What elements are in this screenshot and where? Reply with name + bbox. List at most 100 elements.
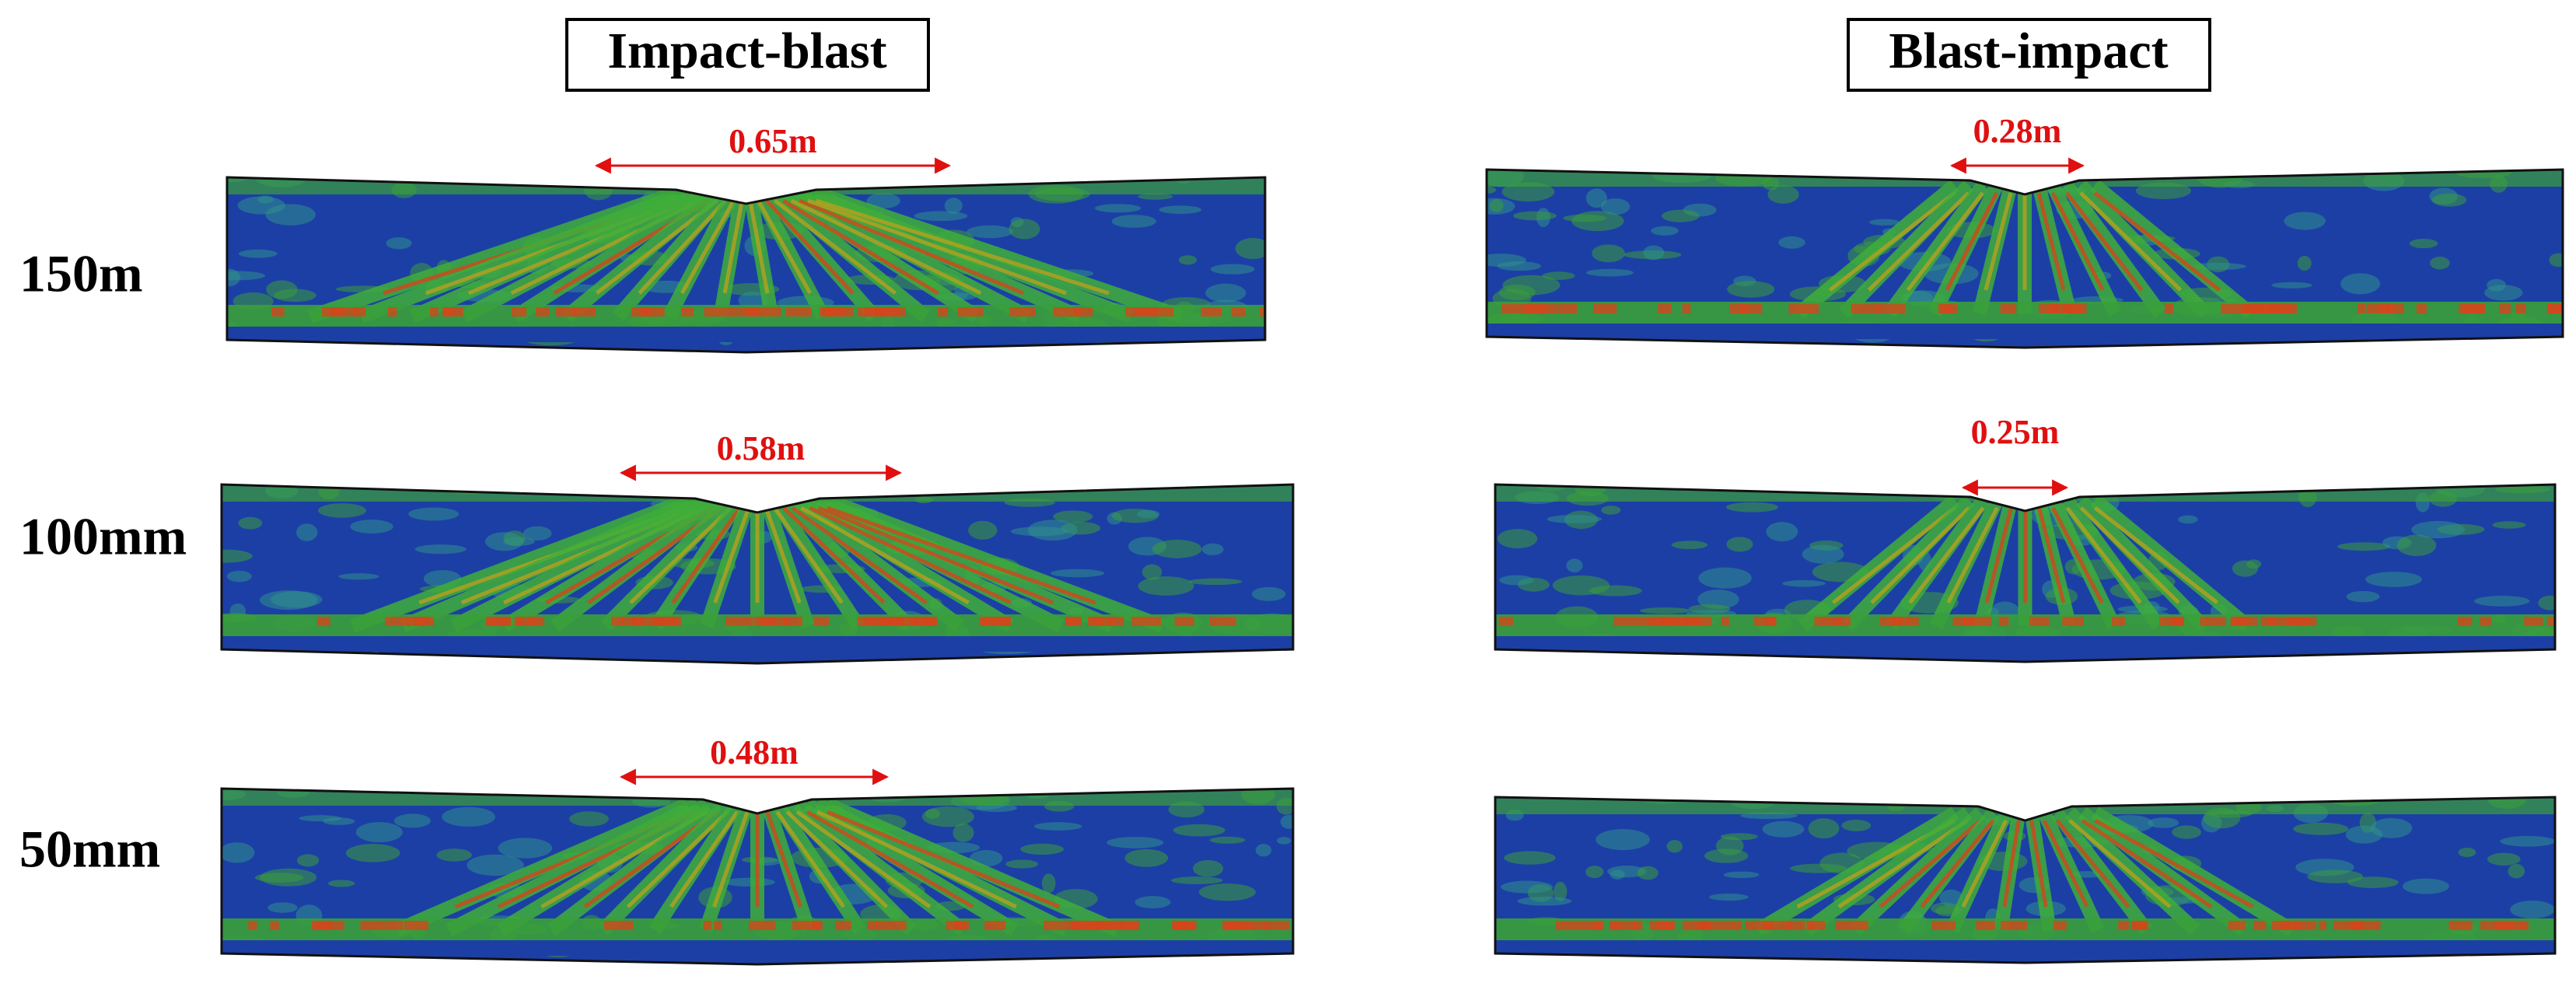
beam xyxy=(1495,797,2555,963)
bottom-damage xyxy=(2519,921,2529,930)
crack-band xyxy=(598,799,732,936)
crack-core xyxy=(774,199,897,295)
damage-blob xyxy=(944,198,963,214)
bottom-damage xyxy=(1682,304,1691,313)
damage-blob xyxy=(2458,848,2476,857)
damage-blob xyxy=(345,844,400,862)
crack-band xyxy=(782,799,917,936)
crack-band xyxy=(771,800,866,934)
damage-blob xyxy=(1592,244,1625,263)
bottom-damage xyxy=(908,617,935,626)
bottom-damage xyxy=(2111,617,2125,626)
damage-blob xyxy=(952,823,974,842)
crack-core xyxy=(2093,191,2221,292)
crack-band xyxy=(1928,182,2004,317)
crack-core xyxy=(2037,507,2066,603)
crack-core xyxy=(795,810,931,909)
crack-band xyxy=(769,496,865,630)
row-label: 150m xyxy=(19,244,143,303)
crack-core xyxy=(1906,191,1984,292)
crack-core xyxy=(2050,191,2105,292)
damage-blob xyxy=(523,526,552,541)
bottom-damage xyxy=(835,921,851,930)
damage-blob xyxy=(2071,797,2109,803)
bottom-damage xyxy=(1090,617,1105,626)
damage-blob xyxy=(1708,893,1749,901)
bottom-damage xyxy=(536,307,550,317)
damage-blob xyxy=(968,520,998,540)
damage-blob xyxy=(1210,264,1255,275)
bottom-damage xyxy=(1976,921,1995,930)
damage-blob xyxy=(2484,285,2523,301)
damage-blob xyxy=(1517,896,1572,906)
bottom-damage xyxy=(555,307,578,317)
crack-band xyxy=(450,493,708,633)
bottom-damage xyxy=(1061,921,1082,930)
damage-blob xyxy=(1050,568,1105,578)
damage-blob xyxy=(436,848,473,862)
spans: 0.65m 0.28m 0.58m 0.25m 0.48m xyxy=(594,112,2085,785)
bottom-damage xyxy=(1623,617,1651,626)
damage-blob xyxy=(237,196,285,215)
bottom-damage xyxy=(1693,617,1712,626)
bottom-damage xyxy=(443,307,455,317)
bottom-damage xyxy=(2495,921,2524,930)
bottom-damage xyxy=(2053,304,2072,313)
bottom-edge xyxy=(1495,940,2555,956)
bottom-edge xyxy=(222,636,1293,652)
crack-core xyxy=(2094,818,2254,909)
bottom-damage xyxy=(953,921,970,930)
bottom-damage xyxy=(2546,617,2555,626)
bottom-damage xyxy=(603,921,634,930)
bottom-damage xyxy=(1745,921,1773,930)
crack-band xyxy=(1839,180,1974,319)
crack-band xyxy=(650,496,746,630)
crack-core xyxy=(669,810,739,908)
damage-blob xyxy=(1504,851,1556,865)
bottom-damage xyxy=(2524,617,2543,626)
bottom-damage xyxy=(2228,921,2246,930)
crack-core xyxy=(2051,506,2104,604)
damage-blob xyxy=(738,291,768,310)
beam-outline xyxy=(1494,796,2557,964)
bottom-damage xyxy=(1721,617,1730,626)
damage-blob xyxy=(976,803,1018,813)
bottom-damage xyxy=(1657,921,1675,930)
damage-blob xyxy=(2402,878,2449,894)
bottom-damage xyxy=(1523,304,1547,313)
damage-blob xyxy=(1666,840,1683,853)
bottom-damage xyxy=(1109,921,1124,930)
damage-blob xyxy=(2307,869,2364,883)
damage-blob xyxy=(2411,520,2466,539)
damage-blob xyxy=(2246,559,2262,569)
damage-blob xyxy=(1552,575,1610,596)
damage-blob xyxy=(386,237,412,250)
damage-blob xyxy=(1171,876,1223,885)
beam-outline xyxy=(1494,483,2557,663)
damage-blob xyxy=(408,507,460,521)
beam xyxy=(222,789,1293,964)
damage-blob xyxy=(2492,521,2526,529)
damage-blob xyxy=(1502,275,1561,296)
bottom-damage xyxy=(2159,617,2184,626)
bottom-damage xyxy=(2416,304,2427,313)
damage-blob xyxy=(1585,866,1604,879)
bottom-damage xyxy=(1739,304,1763,313)
damage-blob xyxy=(2431,193,2467,207)
damage-blob xyxy=(1643,245,1665,261)
span-label: 0.58m xyxy=(717,429,806,467)
column-title: Blast-impact xyxy=(1889,23,2168,79)
crack-band xyxy=(446,797,701,937)
crack-core xyxy=(807,198,1068,296)
crack-core xyxy=(790,198,982,296)
bottom-damage xyxy=(1053,307,1081,317)
damage-blob xyxy=(1766,522,1798,542)
damage-blob xyxy=(569,811,609,827)
damage-blob xyxy=(299,815,342,822)
crack-band xyxy=(612,188,731,321)
beam-outline xyxy=(225,176,1267,354)
bottom-damage xyxy=(721,307,738,317)
bottom-damage xyxy=(2271,921,2291,930)
bottom-damage xyxy=(2350,921,2381,930)
crack-band xyxy=(2046,182,2122,317)
